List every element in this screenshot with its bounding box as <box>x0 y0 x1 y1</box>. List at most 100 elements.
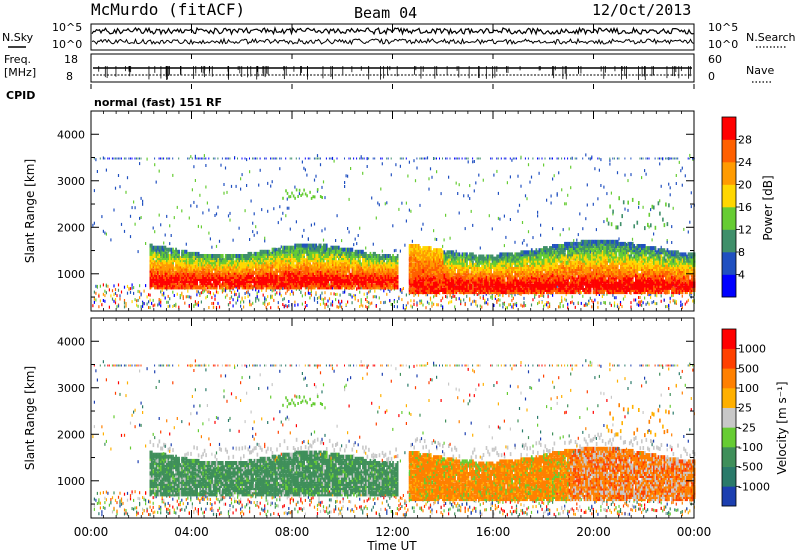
power-cell <box>282 270 284 275</box>
power-cell <box>163 268 165 273</box>
power-cell <box>205 258 207 263</box>
power-cell <box>307 288 309 292</box>
power-cell <box>295 188 298 192</box>
power-cell <box>173 279 176 284</box>
power-cell <box>273 270 275 275</box>
power-cell <box>111 297 114 301</box>
power-cell <box>436 281 438 286</box>
power-cell <box>428 248 431 253</box>
power-cell <box>214 275 217 279</box>
power-cell <box>375 262 378 267</box>
power-cell <box>331 249 334 254</box>
power-cell <box>472 223 474 227</box>
power-cell <box>193 272 195 277</box>
power-cell <box>105 291 107 295</box>
power-cell <box>344 247 346 252</box>
power-cell <box>384 300 386 304</box>
power-cell <box>350 249 352 254</box>
power-cell <box>348 254 351 258</box>
power-cell <box>328 157 330 160</box>
power-cell <box>214 283 217 288</box>
power-cell <box>235 266 238 271</box>
power-cell <box>301 254 304 258</box>
power-cell <box>497 273 500 278</box>
power-cell <box>368 281 370 286</box>
power-cell <box>362 171 364 175</box>
power-cell <box>197 262 200 267</box>
power-cell <box>449 288 452 292</box>
power-cell <box>446 285 449 290</box>
power-cell <box>457 256 459 261</box>
power-cell <box>363 292 365 296</box>
power-cell <box>439 288 441 292</box>
power-cell <box>264 266 266 271</box>
power-cell <box>475 277 477 282</box>
power-cell <box>128 287 130 291</box>
power-cell <box>407 301 409 305</box>
power-cell <box>461 265 464 269</box>
power-cell <box>417 254 420 259</box>
power-cell <box>437 250 440 255</box>
power-cell <box>190 281 192 286</box>
power-cell <box>342 275 345 279</box>
power-cell <box>321 281 324 286</box>
power-cell <box>288 206 290 210</box>
power-cell <box>392 275 394 279</box>
power-cell <box>487 298 489 302</box>
power-cell <box>372 275 375 279</box>
power-cell <box>347 268 349 273</box>
power-cell <box>256 275 259 279</box>
power-cell <box>452 294 454 298</box>
power-cell <box>396 258 399 263</box>
power-cell <box>304 262 307 267</box>
power-cell <box>356 254 358 258</box>
power-cell <box>428 281 431 286</box>
power-cell <box>298 254 301 258</box>
power-cell <box>499 217 501 221</box>
power-cell <box>128 157 130 160</box>
power-cell <box>221 285 224 290</box>
power-cell <box>491 256 494 261</box>
power-cell <box>292 281 295 286</box>
power-cell <box>448 290 450 295</box>
power-cell <box>197 157 199 160</box>
power-cell <box>268 258 271 263</box>
power-cell <box>353 258 355 263</box>
power-cell <box>187 283 189 288</box>
power-cell <box>182 281 185 286</box>
power-cell <box>344 288 346 292</box>
power-cell <box>212 279 215 284</box>
power-cell <box>420 227 423 231</box>
power-cell <box>167 281 170 286</box>
power-cell <box>493 277 495 282</box>
power-cell <box>194 268 197 273</box>
power-cell <box>187 285 189 290</box>
power-cell <box>199 279 201 284</box>
power-cell <box>271 249 274 254</box>
power-cell <box>265 305 267 309</box>
power-cell <box>475 302 477 306</box>
power-cell <box>467 157 469 160</box>
power-cell <box>318 260 321 265</box>
power-cell <box>237 281 239 286</box>
power-cell <box>223 183 225 186</box>
power-cell <box>117 174 120 177</box>
power-cell <box>261 260 263 265</box>
power-cell <box>460 273 462 278</box>
power-cell <box>365 264 367 269</box>
power-cell <box>310 266 313 271</box>
power-cell <box>279 256 281 261</box>
power-cell <box>390 279 393 284</box>
power-cell <box>380 281 382 286</box>
power-cell <box>175 275 177 279</box>
power-cell <box>167 157 169 160</box>
power-cell <box>368 268 370 273</box>
power-cell <box>377 262 379 267</box>
power-cell <box>478 262 480 267</box>
power-cell <box>481 265 483 269</box>
power-cell <box>445 277 447 282</box>
power-cell <box>371 196 373 200</box>
power-cell <box>270 258 272 263</box>
power-cell <box>196 283 198 288</box>
power-cell <box>184 268 186 273</box>
